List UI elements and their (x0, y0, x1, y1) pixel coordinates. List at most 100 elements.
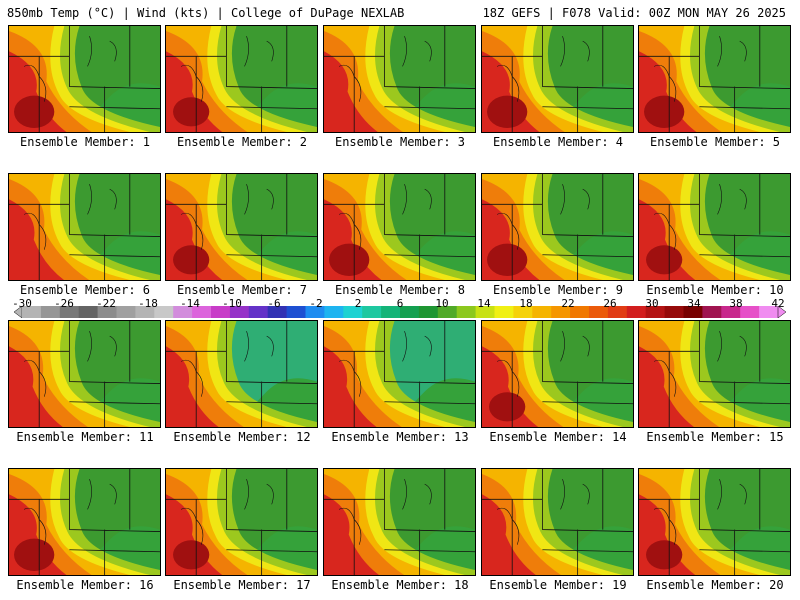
colorbar-tick-label: 26 (603, 297, 617, 310)
ensemble-member-label: Ensemble Member: 10 (646, 283, 784, 297)
ensemble-member-map (638, 320, 791, 428)
colorbar-segment (456, 306, 477, 318)
ensemble-member-map (638, 25, 791, 133)
colorbar-tick-label: 30 (645, 297, 659, 310)
ensemble-member-map (638, 173, 791, 281)
colorbar-segment (173, 306, 193, 318)
ensemble-member-label: Ensemble Member: 19 (489, 578, 627, 592)
colorbar-tick-label: 6 (396, 297, 404, 310)
colorbar-segment (551, 306, 571, 318)
colorbar-tick-label: 38 (729, 297, 743, 310)
ensemble-member-map (165, 173, 318, 281)
colorbar-segment (267, 306, 288, 318)
colorbar-segment (400, 306, 420, 318)
ensemble-member-label: Ensemble Member: 17 (173, 578, 311, 592)
colorbar-segment (475, 306, 495, 318)
ensemble-member-label: Ensemble Member: 13 (331, 430, 469, 444)
ensemble-member-map (8, 173, 161, 281)
header-right-title: 18Z GEFS | F078 Valid: 00Z MON MAY 26 20… (482, 6, 786, 20)
colorbar-segment (305, 306, 325, 318)
ensemble-member-map (481, 468, 634, 576)
colorbar-segment (664, 306, 684, 318)
colorbar-segment (759, 306, 779, 318)
colorbar-segment (683, 306, 703, 318)
colorbar-segment (494, 306, 514, 318)
colorbar-tick-label: -26 (54, 297, 74, 310)
colorbar-segment (116, 306, 136, 318)
ensemble-member-map (165, 468, 318, 576)
colorbar-tick-label: -30 (12, 297, 32, 310)
ensemble-member-label: Ensemble Member: 14 (489, 430, 627, 444)
colorbar-tick-label: -18 (138, 297, 158, 310)
colorbar-segment (437, 306, 458, 318)
colorbar-segment (381, 306, 401, 318)
header-left-title: 850mb Temp (°C) | Wind (kts) | College o… (7, 6, 405, 20)
ensemble-member-label: Ensemble Member: 16 (16, 578, 154, 592)
ensemble-member-label: Ensemble Member: 3 (334, 135, 466, 149)
colorbar-segment (229, 306, 250, 318)
colorbar-tick-label: 22 (561, 297, 575, 310)
ensemble-member-map (165, 320, 318, 428)
colorbar-segment (532, 306, 552, 318)
colorbar-tick-label: -14 (180, 297, 200, 310)
colorbar-segment (248, 306, 269, 318)
colorbar-tick-label: 42 (771, 297, 785, 310)
colorbar-tick-label: -10 (222, 297, 242, 310)
ensemble-member-label: Ensemble Member: 7 (176, 283, 308, 297)
colorbar-segment (286, 306, 306, 318)
colorbar-segment (645, 306, 666, 318)
colorbar-segment (154, 306, 174, 318)
ensemble-member-map (323, 173, 476, 281)
colorbar-segment (740, 306, 760, 318)
ensemble-member-label: Ensemble Member: 1 (19, 135, 151, 149)
colorbar-tick-label: 14 (477, 297, 491, 310)
colorbar-segment (135, 306, 155, 318)
ensemble-member-label: Ensemble Member: 15 (646, 430, 784, 444)
colorbar-tick-label: 34 (687, 297, 701, 310)
colorbar-segment (78, 306, 99, 318)
ensemble-member-label: Ensemble Member: 20 (646, 578, 784, 592)
ensemble-member-map (323, 25, 476, 133)
colorbar-segment (22, 306, 42, 318)
colorbar-tick-label: -6 (267, 297, 281, 310)
colorbar-tick-label: 10 (435, 297, 449, 310)
ensemble-member-label: Ensemble Member: 5 (649, 135, 781, 149)
ensemble-member-label: Ensemble Member: 12 (173, 430, 311, 444)
ensemble-member-label: Ensemble Member: 8 (334, 283, 466, 297)
ensemble-member-map (8, 468, 161, 576)
ensemble-member-label: Ensemble Member: 18 (331, 578, 469, 592)
ensemble-member-label: Ensemble Member: 4 (492, 135, 624, 149)
colorbar-max-arrow (777, 306, 786, 318)
ensemble-member-map (323, 320, 476, 428)
ensemble-member-map (481, 173, 634, 281)
colorbar-tick-label: -22 (96, 297, 116, 310)
colorbar-segment (59, 306, 80, 318)
ensemble-member-map (323, 468, 476, 576)
ensemble-member-map (481, 320, 634, 428)
ensemble-member-label: Ensemble Member: 9 (492, 283, 624, 297)
ensemble-member-map (638, 468, 791, 576)
ensemble-member-map (8, 320, 161, 428)
colorbar-segment (97, 306, 117, 318)
colorbar-segment (570, 306, 590, 318)
ensemble-member-label: Ensemble Member: 11 (16, 430, 154, 444)
colorbar-segment (40, 306, 61, 318)
colorbar-tick-label: 18 (519, 297, 533, 310)
ensemble-member-map (481, 25, 634, 133)
colorbar-segment (324, 306, 344, 318)
colorbar-segment (721, 306, 741, 318)
ensemble-member-map (165, 25, 318, 133)
colorbar-tick-label: 2 (354, 297, 362, 310)
ensemble-member-label: Ensemble Member: 2 (176, 135, 308, 149)
colorbar-segment (343, 306, 363, 318)
colorbar-segment (626, 306, 647, 318)
colorbar-tick-label: -2 (309, 297, 323, 310)
temperature-colorbar (14, 306, 786, 318)
colorbar-segment (702, 306, 722, 318)
ensemble-member-map (8, 25, 161, 133)
colorbar-segment (211, 306, 231, 318)
colorbar-segment (589, 306, 609, 318)
colorbar-segment (192, 306, 212, 318)
colorbar-segment (362, 306, 382, 318)
